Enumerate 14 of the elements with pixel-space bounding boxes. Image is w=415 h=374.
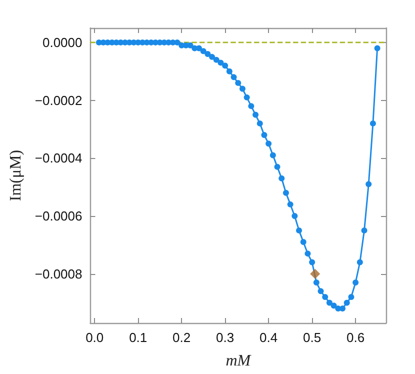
- x-tick-label: 0.0: [86, 330, 104, 345]
- y-tick-label: −0.0006: [34, 208, 82, 224]
- x-tick-label: 0.5: [303, 330, 322, 345]
- x-tick-label: 0.3: [216, 330, 234, 345]
- y-tick-label: 0.0000: [42, 34, 82, 50]
- x-axis-title: mM: [226, 352, 252, 370]
- y-tick-label: −0.0002: [34, 92, 82, 108]
- x-tick-label: 0.4: [260, 330, 278, 345]
- x-tick-label: 0.2: [172, 330, 191, 345]
- y-tick-label: −0.0004: [34, 150, 82, 166]
- y-tick-label: −0.0008: [34, 266, 82, 282]
- x-tick-label: 0.6: [346, 330, 365, 345]
- x-tick-label: 0.1: [129, 330, 148, 345]
- y-axis-title: Im(μM): [8, 150, 24, 202]
